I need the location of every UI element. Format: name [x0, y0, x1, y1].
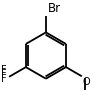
Text: F: F [1, 64, 7, 74]
Text: O: O [82, 77, 90, 87]
Text: F: F [1, 74, 7, 84]
Text: Br: Br [48, 2, 61, 15]
Text: F: F [1, 69, 7, 79]
